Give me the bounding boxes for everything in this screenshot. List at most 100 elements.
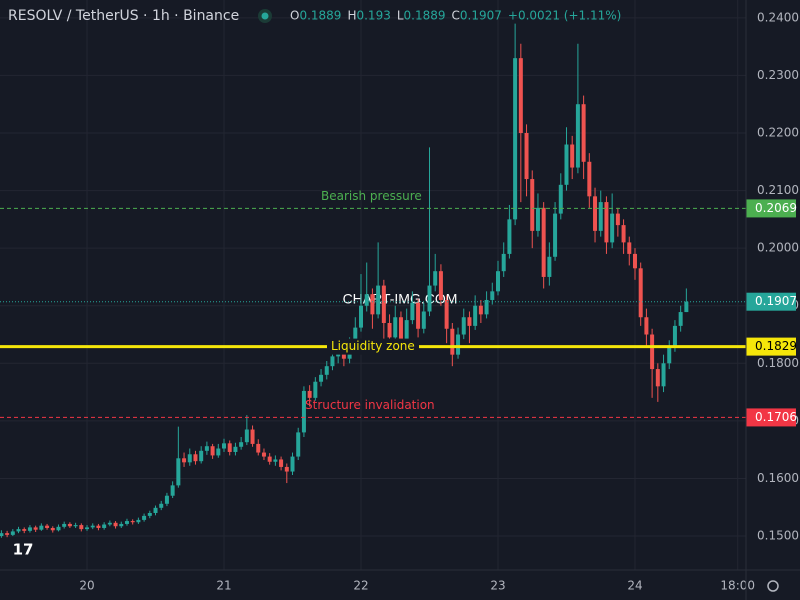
candle-body [62, 523, 67, 527]
candle-body [193, 454, 198, 462]
candle-body [256, 443, 261, 453]
candle-body [153, 507, 158, 513]
candle-body [638, 268, 643, 318]
candle-body [90, 525, 95, 528]
candle-body [661, 363, 666, 387]
level-tag-label: 0.1829 [755, 339, 797, 353]
candle-body [444, 299, 449, 329]
last-price-tag [746, 292, 796, 311]
candle-body [593, 196, 598, 231]
candle-body [541, 207, 546, 277]
candle-body [393, 317, 398, 338]
candle-body [182, 458, 187, 463]
ohlc-prefix: H [347, 9, 356, 23]
candle-body [558, 184, 563, 214]
candle-body [164, 495, 169, 504]
level-tag [746, 408, 796, 427]
candle-body [142, 515, 147, 520]
candle-body [461, 317, 466, 335]
candle-body [501, 253, 506, 272]
candle-body [290, 456, 295, 472]
x-tick-label: 23 [490, 579, 505, 593]
candle-body [564, 144, 569, 185]
y-tick-label: 0.2200 [757, 126, 799, 140]
candle-body [10, 531, 15, 535]
candle-body [22, 529, 27, 531]
candle-body [307, 390, 312, 398]
x-tick-label: 24 [627, 579, 642, 593]
candle-body [5, 533, 10, 535]
candle-body [518, 58, 523, 133]
candle-body [473, 305, 478, 326]
ohlc-prefix: L [397, 9, 404, 23]
settings-icon[interactable] [767, 580, 779, 592]
level-tag-label: 0.2069 [755, 201, 797, 215]
last-price-label: 0.1907 [755, 294, 797, 308]
candle-body [119, 523, 124, 527]
candle-body [330, 356, 335, 367]
y-tick-label: 0.2400 [757, 10, 799, 24]
candle-body [495, 271, 500, 292]
candle-body [672, 325, 677, 347]
candle-body [575, 104, 580, 168]
candle-body [450, 328, 455, 355]
x-tick-label: 21 [216, 579, 231, 593]
candle-body [598, 202, 603, 231]
candle-body [227, 443, 232, 452]
candle-body [73, 525, 78, 527]
candle-body [313, 381, 318, 398]
candle-body [684, 301, 689, 313]
candle-body [644, 317, 649, 335]
ohlc-value: 0.1889 [299, 9, 341, 23]
ohlc-value: 0.193 [356, 9, 390, 23]
candle-body [381, 285, 386, 323]
candle-body [632, 253, 637, 269]
candle-body [124, 521, 129, 524]
y-tick-label: 0.1800 [757, 356, 799, 370]
candle-body [107, 522, 112, 525]
candle-body [438, 271, 443, 300]
ohlc-prefix: C [452, 9, 460, 23]
candle-body [67, 523, 72, 527]
candle-body [39, 525, 44, 530]
candle-body [45, 525, 50, 528]
level-tag-label: 0.1706 [755, 410, 797, 424]
level-label: Liquidity zone [331, 339, 415, 353]
candle-body [570, 144, 575, 168]
candle-body [410, 302, 415, 321]
candle-body [170, 485, 175, 496]
candle-body [136, 519, 141, 523]
level-label-bg [327, 338, 419, 355]
candle-body [404, 320, 409, 341]
candle-body [655, 369, 660, 387]
ohlc-prefix: O [290, 9, 299, 23]
candle-body [621, 225, 626, 243]
candle-body [678, 312, 683, 326]
candle-body [364, 294, 369, 306]
candle-body [610, 213, 615, 243]
candle-body [301, 390, 306, 433]
candle-body [421, 311, 426, 329]
candle-body [456, 334, 461, 355]
candle-body [0, 533, 4, 537]
candle-body [239, 442, 244, 447]
candle-body [222, 443, 227, 449]
candle-body [102, 524, 107, 528]
candle-body [244, 429, 249, 443]
candle-body [147, 513, 152, 516]
candle-body [187, 454, 192, 463]
candle-body [279, 459, 284, 467]
level-label: Bearish pressure [321, 189, 422, 203]
y-tick-label: 0.1500 [757, 529, 799, 543]
x-tick-label: 20 [79, 579, 94, 593]
candle-body [667, 346, 672, 364]
candle-body [530, 179, 535, 231]
candle-body [387, 323, 392, 338]
candle-body [319, 374, 324, 382]
candle-body [210, 446, 215, 456]
candle-body [130, 521, 135, 523]
x-tick-label: 22 [353, 579, 368, 593]
svg-text:17: 17 [13, 541, 34, 559]
